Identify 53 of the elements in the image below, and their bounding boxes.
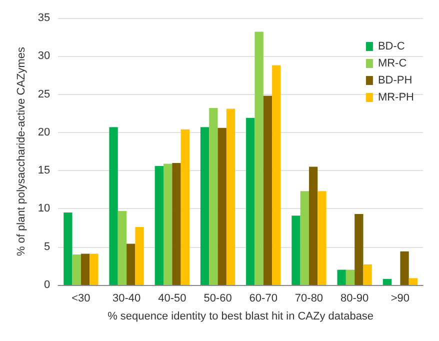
bar bbox=[400, 251, 409, 285]
y-tick-label: 25 bbox=[38, 88, 50, 100]
y-axis-title: % of plant polysaccharide-active CAZymes bbox=[16, 46, 28, 256]
bar bbox=[218, 128, 226, 285]
y-tick-label: 10 bbox=[38, 202, 50, 215]
bar bbox=[118, 211, 127, 285]
bar bbox=[200, 127, 210, 285]
y-tick-label: 0 bbox=[44, 279, 50, 291]
bar bbox=[382, 278, 392, 285]
x-tick-label: >90 bbox=[390, 292, 410, 304]
bar bbox=[246, 118, 255, 285]
bar bbox=[308, 166, 318, 285]
bar bbox=[126, 244, 136, 285]
bar bbox=[209, 108, 218, 285]
bar bbox=[180, 129, 190, 285]
x-tick-label: 40-50 bbox=[158, 292, 186, 304]
y-tick-label: 15 bbox=[38, 164, 50, 177]
bar bbox=[226, 108, 236, 285]
x-tick-label: <30 bbox=[72, 292, 90, 304]
bar bbox=[263, 96, 272, 285]
bar bbox=[292, 216, 300, 285]
bar bbox=[72, 254, 81, 285]
x-tick-label: 70-80 bbox=[294, 292, 324, 304]
legend-label: BD-PH bbox=[378, 74, 412, 86]
bar bbox=[354, 214, 364, 285]
bar bbox=[135, 227, 144, 285]
bar bbox=[363, 264, 372, 285]
x-tick-label: 80-90 bbox=[340, 292, 369, 304]
x-tick-label: 30-40 bbox=[112, 292, 141, 304]
x-tick-label: 50-60 bbox=[204, 292, 232, 304]
bar bbox=[300, 191, 309, 285]
bar bbox=[154, 166, 164, 285]
legend-label: MR-PH bbox=[378, 92, 414, 104]
x-tick-label: 60-70 bbox=[249, 292, 278, 304]
bar bbox=[272, 65, 281, 285]
legend-label: BD-C bbox=[378, 40, 405, 52]
y-tick-label: 35 bbox=[38, 12, 50, 24]
bar bbox=[318, 191, 326, 285]
bar bbox=[254, 32, 264, 285]
bar bbox=[90, 254, 98, 285]
bar bbox=[163, 164, 172, 285]
bar bbox=[346, 270, 355, 285]
bar bbox=[80, 254, 90, 285]
legend-label: MR-C bbox=[378, 58, 407, 70]
bar bbox=[172, 162, 181, 285]
x-axis-title: % sequence identity to best blast hit in CAZy database bbox=[108, 310, 374, 322]
bar bbox=[337, 270, 346, 285]
y-tick-label: 30 bbox=[38, 50, 50, 62]
y-tick-label: 20 bbox=[38, 126, 50, 138]
bar bbox=[408, 278, 418, 285]
bar bbox=[64, 212, 72, 285]
bar bbox=[109, 127, 118, 285]
y-tick-label: 5 bbox=[44, 240, 50, 253]
